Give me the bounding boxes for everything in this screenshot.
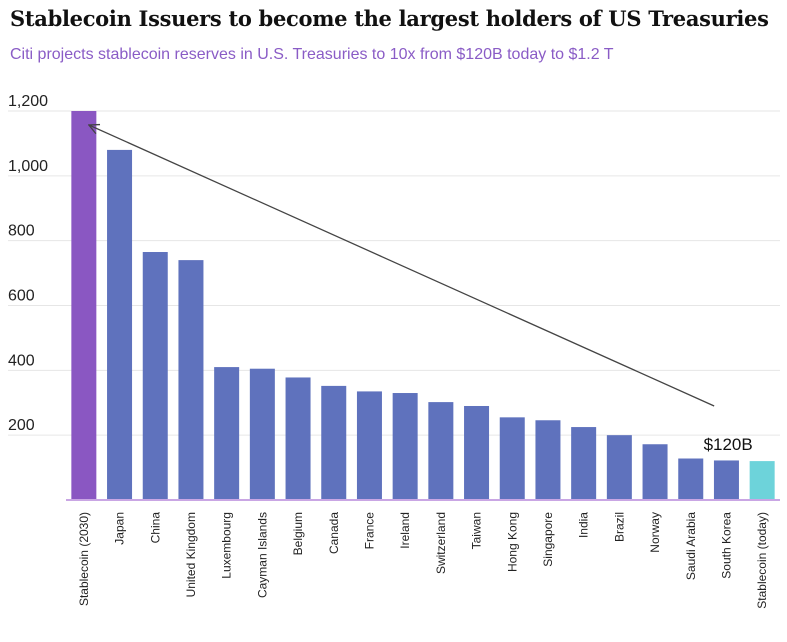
- x-tick-label: Switzerland: [434, 512, 448, 574]
- x-tick-label: Belgium: [291, 512, 305, 555]
- x-tick-label: South Korea: [719, 512, 733, 579]
- bar: [107, 149, 133, 500]
- bar: [178, 260, 204, 500]
- bar: [285, 377, 311, 500]
- chart-subtitle: Citi projects stablecoin reserves in U.S…: [10, 46, 614, 63]
- y-axis-ticks: 200 400 600 800 1,000 1,200: [8, 93, 48, 434]
- x-tick-label: Ireland: [398, 512, 412, 549]
- bar: [142, 252, 168, 500]
- x-tick-label: United Kingdom: [184, 512, 198, 597]
- annotation-label: $120B: [704, 435, 753, 454]
- bar: [642, 444, 668, 500]
- bar: [214, 367, 240, 500]
- bar: [71, 111, 97, 500]
- annotation: $120B: [89, 125, 753, 454]
- bar: [392, 393, 418, 500]
- annotation-arrow: [89, 125, 715, 407]
- y-tick-label: 400: [8, 352, 35, 369]
- bar: [749, 461, 775, 500]
- x-tick-label: Brazil: [612, 512, 626, 542]
- bar: [356, 391, 382, 500]
- x-tick-label: Luxembourg: [220, 512, 234, 579]
- x-axis-labels: Stablecoin (2030) Japan China United Kingdo…: [77, 512, 769, 609]
- chart-title: Stablecoin Issuers to become the largest…: [10, 6, 769, 31]
- y-tick-label: 1,000: [8, 158, 48, 175]
- bar: [571, 427, 597, 500]
- bar: [499, 417, 525, 500]
- x-tick-label: Saudi Arabia: [684, 512, 698, 580]
- x-tick-label: France: [362, 512, 376, 550]
- bar: [713, 460, 739, 500]
- x-tick-label: Japan: [113, 512, 127, 545]
- y-tick-label: 800: [8, 223, 35, 240]
- y-tick-label: 600: [8, 288, 35, 305]
- x-tick-label: Singapore: [541, 512, 555, 567]
- x-tick-label: Canada: [327, 512, 341, 554]
- y-tick-label: 1,200: [8, 93, 48, 110]
- x-tick-label: Stablecoin (2030): [77, 512, 91, 606]
- y-tick-label: 200: [8, 417, 35, 434]
- bar: [678, 458, 704, 500]
- x-tick-label: Taiwan: [470, 512, 484, 549]
- bar: [606, 435, 632, 500]
- bar: [321, 385, 347, 500]
- x-tick-label: Stablecoin (today): [755, 512, 769, 609]
- x-tick-label: Cayman Islands: [255, 512, 269, 598]
- x-tick-label: India: [577, 512, 591, 538]
- bar: [535, 420, 561, 500]
- bar: [464, 405, 490, 500]
- bar: [249, 368, 275, 500]
- x-tick-label: Norway: [648, 512, 662, 553]
- bars: [71, 111, 775, 500]
- x-tick-label: China: [148, 512, 162, 544]
- bar: [428, 402, 454, 500]
- x-tick-label: Hong Kong: [505, 512, 519, 572]
